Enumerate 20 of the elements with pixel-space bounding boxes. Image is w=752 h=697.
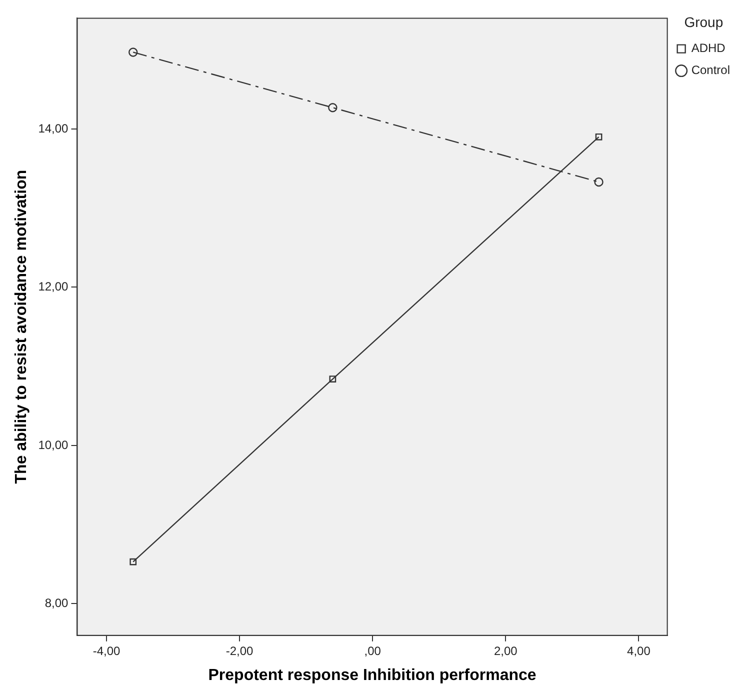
point	[130, 558, 137, 566]
y-tick-label: 14,00	[38, 121, 69, 136]
x-tick-label: -4,00	[92, 644, 120, 658]
y-tick-label: 12,00	[38, 280, 69, 294]
point	[595, 133, 602, 140]
y-axis-title: The ability to resist avoidance motivation	[13, 170, 30, 484]
x-tick-label: 2,00	[494, 644, 518, 658]
point	[128, 48, 138, 57]
x-axis-title: Prepotent response Inhibition performance	[208, 666, 536, 684]
point	[329, 376, 336, 382]
point	[594, 177, 604, 187]
y-tick-label: 8,00	[44, 596, 69, 610]
legend-label: Control	[691, 63, 730, 78]
legend-title: Group	[684, 14, 724, 30]
point	[328, 103, 338, 112]
x-tick-label: -2,00	[226, 644, 254, 658]
x-tick-label: ,00	[364, 644, 382, 658]
legend-label: ADHD	[691, 41, 726, 56]
y-tick-label: 10,00	[38, 438, 69, 452]
x-tick-label: 4,00	[627, 644, 651, 658]
